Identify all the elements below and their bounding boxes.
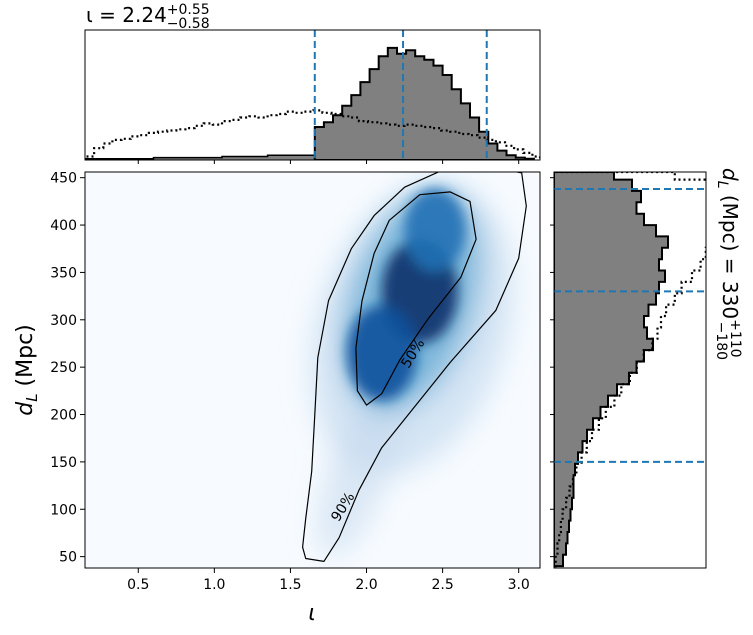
y-tick-label-2: 150 bbox=[50, 455, 77, 471]
density-core-layer bbox=[346, 188, 466, 401]
x-marginal-lowtail bbox=[85, 154, 316, 160]
x-marginal-prior bbox=[85, 109, 540, 160]
x-tick-label-4: 2.5 bbox=[431, 577, 453, 593]
y-axis-label: dL (Mpc) bbox=[13, 324, 41, 416]
y-param-title: dL (Mpc) = 330+110−180 bbox=[713, 168, 743, 360]
density-peak-2 bbox=[404, 188, 466, 272]
y-tick-label-6: 350 bbox=[50, 265, 77, 281]
contour-90 bbox=[302, 172, 527, 562]
x-axis-label: ι bbox=[308, 601, 315, 626]
x-marginal-posterior bbox=[313, 46, 535, 160]
x-tick-label-0: 0.5 bbox=[127, 577, 149, 593]
y-tick-label-7: 400 bbox=[50, 218, 77, 234]
y-marginal-panel bbox=[550, 171, 707, 569]
x-tick-label-5: 3.0 bbox=[508, 577, 530, 593]
y-tick-label-5: 300 bbox=[50, 313, 77, 329]
x-tick-label-2: 1.5 bbox=[279, 577, 301, 593]
joint-posterior-panel: 90%50% 0.5 1.0 1.5 2.0 2.5 3.0 50100150200250… bbox=[50, 171, 541, 593]
density-tail bbox=[317, 386, 401, 557]
y-tick-label-1: 100 bbox=[50, 502, 77, 518]
y-tick-label-8: 450 bbox=[50, 171, 77, 187]
y-tick-label-3: 200 bbox=[50, 408, 77, 424]
y-marginal-prior bbox=[554, 172, 706, 568]
x-tick-label-1: 1.0 bbox=[203, 577, 225, 593]
density-peak-1 bbox=[346, 305, 417, 401]
x-param-title: ι = 2.24+0.55 −0.58 bbox=[86, 2, 210, 32]
y-tick-label-0: 50 bbox=[59, 550, 77, 566]
y-tick-label-4: 250 bbox=[50, 360, 77, 376]
x-marginal-panel bbox=[84, 29, 541, 164]
contour-50 bbox=[355, 191, 477, 406]
x-tick-label-3: 2.0 bbox=[355, 577, 377, 593]
